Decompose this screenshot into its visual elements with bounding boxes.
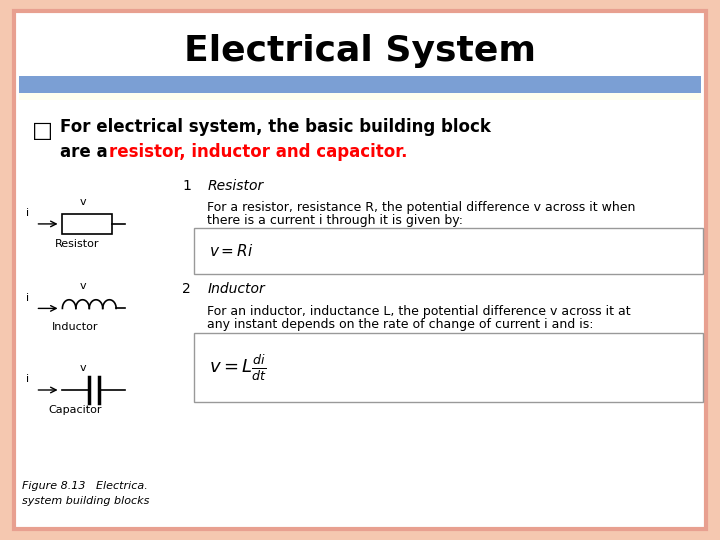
Bar [19, 93, 701, 100]
Text: Electrical System: Electrical System [184, 34, 536, 68]
Text: Figure 8.13   Electrica.: Figure 8.13 Electrica. [22, 481, 148, 491]
Bar [19, 76, 701, 93]
Text: $v = Ri$: $v = Ri$ [210, 243, 253, 259]
Text: 1: 1 [182, 179, 192, 193]
Text: there is a current i through it is given by:: there is a current i through it is given… [207, 214, 464, 227]
Text: are a: are a [60, 143, 114, 161]
Text: i: i [26, 374, 29, 384]
Bar [63, 214, 112, 233]
Text: □: □ [32, 121, 53, 141]
Text: v: v [80, 197, 86, 207]
Text: Inductor: Inductor [52, 322, 99, 332]
Text: 2: 2 [182, 282, 191, 296]
Text: For electrical system, the basic building block: For electrical system, the basic buildin… [60, 118, 491, 136]
Bar [194, 228, 703, 274]
Text: system building blocks: system building blocks [22, 496, 150, 505]
Text: Resistor: Resistor [207, 179, 264, 193]
Text: any instant depends on the rate of change of current i and is:: any instant depends on the rate of chang… [207, 318, 594, 331]
Text: i: i [26, 208, 29, 218]
Text: v: v [80, 363, 86, 373]
Text: Resistor: Resistor [55, 239, 99, 249]
Text: Capacitor: Capacitor [48, 406, 102, 415]
Text: resistor, inductor and capacitor.: resistor, inductor and capacitor. [109, 143, 408, 161]
Text: For an inductor, inductance L, the potential difference v across it at: For an inductor, inductance L, the poten… [207, 305, 631, 318]
Text: $v = L\frac{di}{dt}$: $v = L\frac{di}{dt}$ [210, 353, 267, 383]
Text: v: v [80, 281, 86, 291]
Text: For a resistor, resistance R, the potential difference v across it when: For a resistor, resistance R, the potent… [207, 201, 636, 214]
Text: i: i [26, 293, 29, 302]
Text: Inductor: Inductor [207, 282, 265, 296]
Bar [194, 333, 703, 402]
